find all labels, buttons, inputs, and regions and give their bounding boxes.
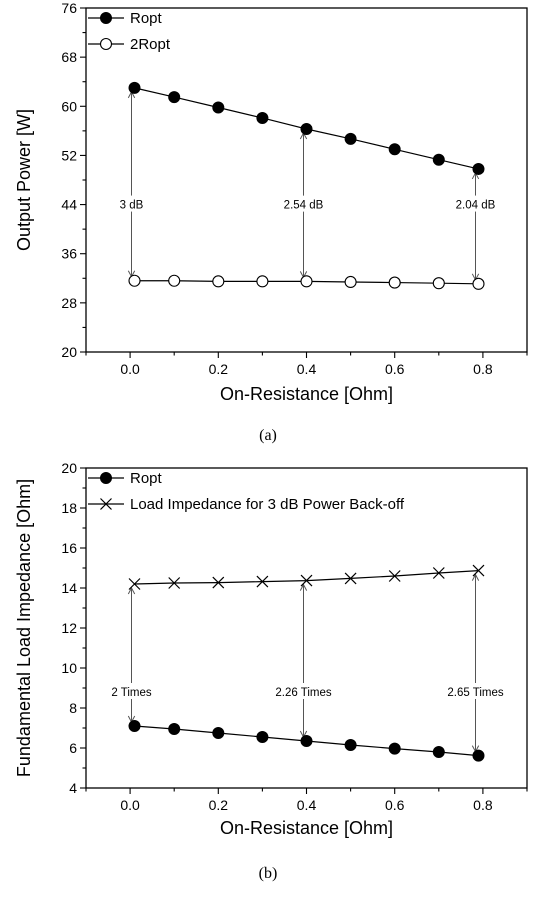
legend-label: Ropt [130, 470, 163, 487]
y-tick-label: 18 [61, 500, 77, 516]
y-tick-label: 4 [69, 780, 77, 796]
data-point [168, 91, 181, 104]
annotation-label: 2.65 Times [447, 687, 503, 699]
data-point [168, 723, 181, 735]
x-tick-label: 0.8 [473, 797, 493, 813]
x-tick-label: 0.8 [473, 361, 493, 377]
data-point [300, 275, 313, 288]
y-tick-label: 36 [61, 246, 77, 262]
data-point [168, 274, 181, 287]
y-tick-label: 44 [61, 197, 77, 213]
data-point [256, 731, 269, 743]
y-tick-label: 68 [61, 49, 77, 65]
legend-marker [100, 498, 112, 510]
data-point [344, 132, 357, 145]
annotation-label: 3 dB [120, 200, 144, 212]
data-point [432, 567, 445, 579]
annotation-label: 2.26 Times [275, 687, 331, 699]
y-tick-label: 10 [61, 660, 77, 676]
y-tick-label: 12 [61, 620, 77, 636]
x-tick-label: 0.6 [385, 797, 405, 813]
annotation-arrow [471, 171, 480, 281]
data-point [128, 720, 141, 732]
data-point [472, 564, 485, 577]
data-point [212, 727, 225, 739]
data-point [432, 746, 445, 758]
series-filled-circle [128, 720, 485, 762]
data-point [388, 276, 401, 289]
data-point [472, 749, 485, 762]
data-point [128, 274, 141, 287]
data-point [388, 570, 401, 582]
y-axis-title: Fundamental Load Impedance [Ohm] [14, 479, 34, 777]
x-tick-label: 0.2 [209, 797, 229, 813]
x-axis-title: On-Resistance [Ohm] [220, 384, 393, 404]
y-tick-label: 60 [61, 98, 77, 114]
y-tick-label: 6 [69, 740, 77, 756]
figure-caption: (b) [259, 865, 278, 882]
data-point [300, 123, 313, 136]
data-point [128, 578, 141, 590]
chart-b: 0.0 0.2 0.4 0.6 0.8 4 6 8 10 12 14 16 18 20 On-Resista… [14, 460, 528, 882]
data-point [128, 81, 141, 94]
data-point [300, 574, 313, 587]
data-point [256, 111, 269, 124]
y-tick-label: 20 [61, 344, 77, 360]
legend: Ropt 2Ropt [88, 10, 171, 53]
annotation-arrow [127, 90, 136, 278]
plot-frame [85, 7, 528, 353]
data-point [472, 162, 485, 175]
data-point [472, 277, 485, 290]
x-tick-label: 0.0 [120, 797, 140, 813]
annotation-label: 2.04 dB [456, 200, 496, 212]
data-point [212, 275, 225, 288]
x-axis-title: On-Resistance [Ohm] [220, 818, 393, 838]
data-point [344, 572, 357, 585]
x-tick-label: 0.4 [297, 797, 317, 813]
legend-marker [100, 12, 112, 24]
data-point [432, 153, 445, 166]
series-open-circle [128, 274, 485, 290]
series-x [128, 564, 485, 590]
data-point [256, 575, 269, 588]
legend-label: 2Ropt [130, 36, 171, 53]
legend: Ropt Load Impedance for 3 dB Power Back-o… [88, 470, 405, 513]
y-tick-label: 14 [61, 580, 77, 596]
x-tick-label: 0.0 [120, 361, 140, 377]
data-point [388, 143, 401, 156]
annotation-label: 2 Times [111, 687, 152, 699]
y-tick-label: 76 [61, 0, 77, 16]
x-tick-label: 0.4 [297, 361, 317, 377]
y-tick-label: 20 [61, 460, 77, 476]
data-point [212, 101, 225, 114]
annotation-arrow [127, 586, 136, 724]
series-filled-circle [128, 81, 485, 175]
chart-a: 0.0 0.2 0.4 0.6 0.8 20 28 36 44 52 60 68 76 On-Resist… [14, 0, 528, 444]
data-point [432, 277, 445, 290]
data-point [344, 739, 357, 751]
y-tick-label: 16 [61, 540, 77, 556]
data-point [344, 275, 357, 289]
y-tick-label: 28 [61, 295, 77, 311]
data-point [300, 735, 313, 747]
legend-label: Load Impedance for 3 dB Power Back-off [130, 496, 405, 513]
data-point [168, 577, 181, 589]
y-tick-label: 8 [69, 700, 77, 716]
x-tick-label: 0.6 [385, 361, 405, 377]
figure-caption: (a) [259, 427, 277, 444]
data-point [388, 742, 401, 755]
legend-label: Ropt [130, 10, 163, 27]
annotation-arrow [471, 573, 480, 753]
annotation-arrow [299, 583, 308, 739]
series-line [134, 570, 479, 585]
data-point [212, 576, 225, 589]
legend-marker [99, 37, 113, 51]
y-axis-title: Output Power [W] [14, 109, 34, 251]
legend-marker [100, 472, 112, 484]
data-point [256, 275, 269, 288]
y-tick-label: 52 [61, 147, 77, 163]
annotation-label: 2.54 dB [284, 200, 324, 212]
x-tick-label: 0.2 [209, 361, 229, 377]
